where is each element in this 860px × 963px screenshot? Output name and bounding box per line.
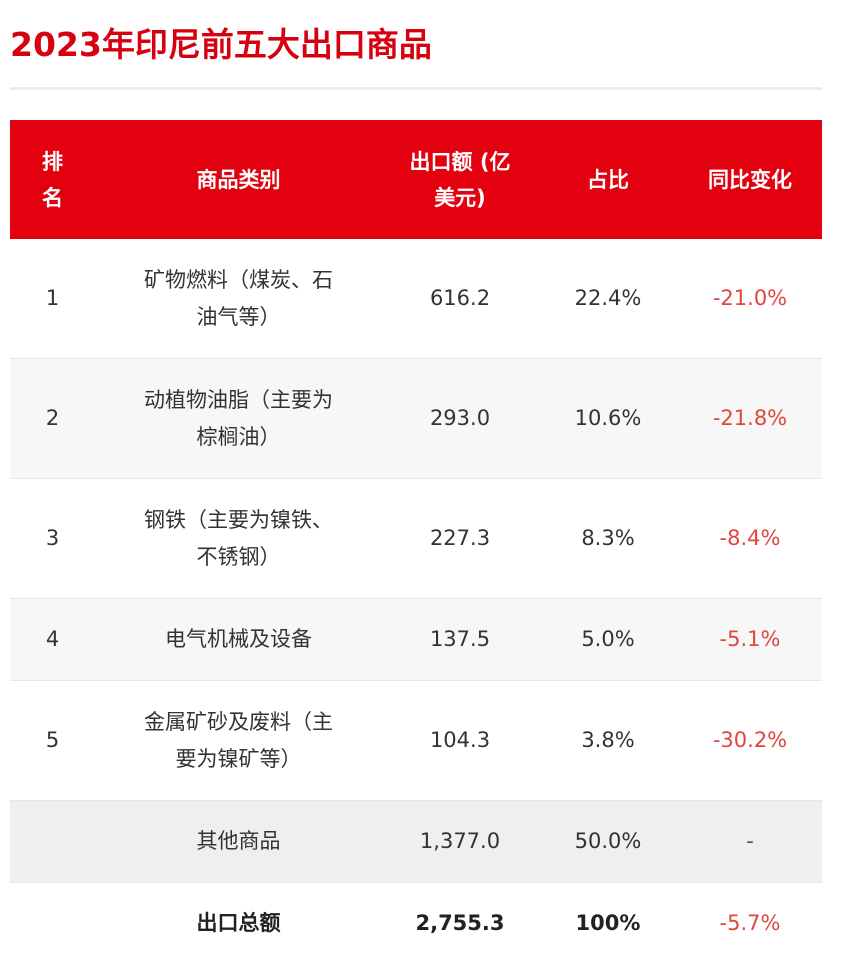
share-cell: 8.3% — [538, 478, 678, 599]
rank-cell: 4 — [10, 598, 95, 681]
total-row: 出口总额 2,755.3 100% -5.7% — [10, 882, 822, 963]
table-row: 4 电气机械及设备 137.5 5.0% -5.1% — [10, 598, 822, 681]
table-row: 2 动植物油脂（主要为棕榈油） 293.0 10.6% -21.8% — [10, 358, 822, 479]
value-cell: 616.2 — [382, 239, 538, 359]
category-cell: 钢铁（主要为镍铁、不锈钢） — [95, 478, 382, 599]
header-row: 排名 商品类别 出口额 (亿美元) 占比 同比变化 — [10, 120, 822, 239]
share-cell: 22.4% — [538, 239, 678, 359]
value-cell: 1,377.0 — [382, 800, 538, 883]
change-cell: -8.4% — [678, 478, 822, 599]
header-category: 商品类别 — [95, 120, 382, 239]
table-row: 5 金属矿砂及废料（主要为镍矿等） 104.3 3.8% -30.2% — [10, 680, 822, 801]
value-cell: 227.3 — [382, 478, 538, 599]
category-cell: 出口总额 — [95, 882, 382, 963]
category-cell: 金属矿砂及废料（主要为镍矿等） — [95, 680, 382, 801]
value-cell: 2,755.3 — [382, 882, 538, 963]
table-header: 排名 商品类别 出口额 (亿美元) 占比 同比变化 — [10, 120, 822, 239]
table-body: 1 矿物燃料（煤炭、石油气等） 616.2 22.4% -21.0% 2 动植物… — [10, 239, 822, 963]
value-cell: 137.5 — [382, 598, 538, 681]
change-cell: -5.7% — [678, 882, 822, 963]
rank-cell: 1 — [10, 239, 95, 359]
table-row: 3 钢铁（主要为镍铁、不锈钢） 227.3 8.3% -8.4% — [10, 478, 822, 599]
rank-cell: 3 — [10, 478, 95, 599]
share-cell: 3.8% — [538, 680, 678, 801]
header-share: 占比 — [538, 120, 678, 239]
other-goods-row: 其他商品 1,377.0 50.0% - — [10, 800, 822, 883]
share-cell: 50.0% — [538, 800, 678, 883]
rank-cell: 2 — [10, 358, 95, 479]
category-cell: 其他商品 — [95, 800, 382, 883]
page-title: 2023年印尼前五大出口商品 — [10, 25, 432, 64]
category-cell: 矿物燃料（煤炭、石油气等） — [95, 239, 382, 359]
share-cell: 10.6% — [538, 358, 678, 479]
header-rank: 排名 — [10, 120, 95, 239]
change-cell: -21.8% — [678, 358, 822, 479]
share-cell: 5.0% — [538, 598, 678, 681]
category-cell: 电气机械及设备 — [95, 598, 382, 681]
category-cell: 动植物油脂（主要为棕榈油） — [95, 358, 382, 479]
share-cell: 100% — [538, 882, 678, 963]
rank-cell — [10, 882, 95, 963]
export-table: 排名 商品类别 出口额 (亿美元) 占比 同比变化 1 矿物燃料（煤炭、石油气等… — [10, 120, 822, 963]
rank-cell: 5 — [10, 680, 95, 801]
change-cell: - — [678, 800, 822, 883]
rank-cell — [10, 800, 95, 883]
change-cell: -21.0% — [678, 239, 822, 359]
value-cell: 293.0 — [382, 358, 538, 479]
change-cell: -5.1% — [678, 598, 822, 681]
value-cell: 104.3 — [382, 680, 538, 801]
header-value: 出口额 (亿美元) — [382, 120, 538, 239]
table-row: 1 矿物燃料（煤炭、石油气等） 616.2 22.4% -21.0% — [10, 239, 822, 359]
change-cell: -30.2% — [678, 680, 822, 801]
header-change: 同比变化 — [678, 120, 822, 239]
title-divider — [10, 87, 822, 90]
